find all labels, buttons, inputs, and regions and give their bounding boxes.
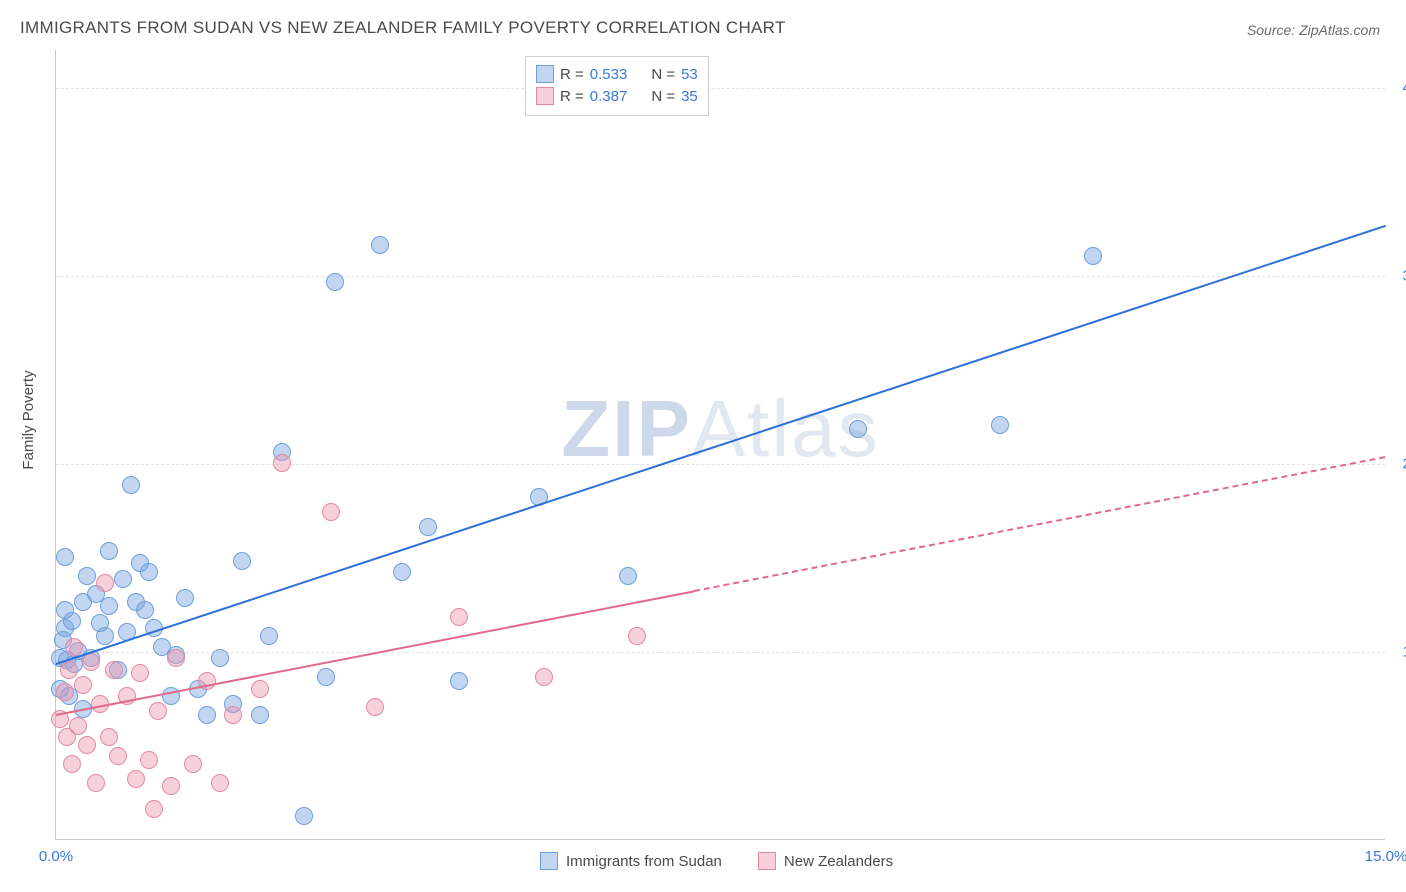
legend-r-label: R = xyxy=(560,88,584,105)
data-point xyxy=(628,627,646,645)
data-point xyxy=(56,683,74,701)
legend-swatch xyxy=(536,87,554,105)
data-point xyxy=(100,542,118,560)
y-tick-label: 30.0% xyxy=(1391,267,1406,284)
trend-line xyxy=(694,456,1386,592)
legend-n-label: N = xyxy=(651,88,675,105)
data-point xyxy=(1084,247,1102,265)
data-point xyxy=(619,567,637,585)
legend-n-label: N = xyxy=(651,66,675,83)
trend-line xyxy=(56,225,1387,665)
legend-swatch xyxy=(536,65,554,83)
legend-item-label: New Zealanders xyxy=(784,853,893,870)
data-point xyxy=(105,661,123,679)
data-point xyxy=(326,273,344,291)
series-legend: Immigrants from Sudan New Zealanders xyxy=(540,852,893,870)
data-point xyxy=(56,548,74,566)
data-point xyxy=(127,770,145,788)
data-point xyxy=(96,627,114,645)
data-point xyxy=(849,420,867,438)
data-point xyxy=(109,747,127,765)
data-point xyxy=(87,774,105,792)
legend-swatch xyxy=(758,852,776,870)
legend-r-value: 0.387 xyxy=(590,88,628,105)
data-point xyxy=(184,755,202,773)
data-point xyxy=(317,668,335,686)
data-point xyxy=(69,717,87,735)
data-point xyxy=(140,751,158,769)
legend-item-label: Immigrants from Sudan xyxy=(566,853,722,870)
data-point xyxy=(176,589,194,607)
data-point xyxy=(131,664,149,682)
data-point xyxy=(100,728,118,746)
data-point xyxy=(149,702,167,720)
y-tick-label: 20.0% xyxy=(1391,455,1406,472)
legend-n-value: 35 xyxy=(681,88,698,105)
legend-n-value: 53 xyxy=(681,66,698,83)
gridline xyxy=(56,464,1385,465)
data-point xyxy=(224,706,242,724)
data-point xyxy=(63,612,81,630)
data-point xyxy=(96,574,114,592)
data-point xyxy=(78,567,96,585)
x-tick-label: 0.0% xyxy=(39,848,73,865)
data-point xyxy=(60,661,78,679)
legend-r-value: 0.533 xyxy=(590,66,628,83)
data-point xyxy=(251,680,269,698)
chart-title: IMMIGRANTS FROM SUDAN VS NEW ZEALANDER F… xyxy=(20,18,786,38)
data-point xyxy=(366,698,384,716)
legend-swatch xyxy=(540,852,558,870)
data-point xyxy=(162,777,180,795)
legend-item: New Zealanders xyxy=(758,852,893,870)
data-point xyxy=(260,627,278,645)
gridline xyxy=(56,88,1385,89)
data-point xyxy=(100,597,118,615)
data-point xyxy=(419,518,437,536)
x-tick-label: 15.0% xyxy=(1365,848,1406,865)
data-point xyxy=(136,601,154,619)
legend-r-label: R = xyxy=(560,66,584,83)
data-point xyxy=(211,774,229,792)
data-point xyxy=(198,706,216,724)
y-axis-label: Family Poverty xyxy=(20,370,37,469)
data-point xyxy=(211,649,229,667)
data-point xyxy=(393,563,411,581)
legend-row: R = 0.387 N = 35 xyxy=(536,85,698,107)
source-label: Source: ZipAtlas.com xyxy=(1247,22,1380,38)
data-point xyxy=(63,755,81,773)
legend-item: Immigrants from Sudan xyxy=(540,852,722,870)
gridline xyxy=(56,652,1385,653)
data-point xyxy=(65,638,83,656)
chart-plot-area: ZIPAtlas 10.0%20.0%30.0%40.0%0.0%15.0% xyxy=(55,50,1385,840)
gridline xyxy=(56,276,1385,277)
data-point xyxy=(167,649,185,667)
data-point xyxy=(114,570,132,588)
data-point xyxy=(322,503,340,521)
data-point xyxy=(371,236,389,254)
data-point xyxy=(450,608,468,626)
data-point xyxy=(140,563,158,581)
data-point xyxy=(233,552,251,570)
data-point xyxy=(82,653,100,671)
data-point xyxy=(295,807,313,825)
data-point xyxy=(78,736,96,754)
data-point xyxy=(273,454,291,472)
legend-row: R = 0.533 N = 53 xyxy=(536,63,698,85)
y-tick-label: 40.0% xyxy=(1391,79,1406,96)
data-point xyxy=(122,476,140,494)
data-point xyxy=(145,800,163,818)
data-point xyxy=(991,416,1009,434)
correlation-legend: R = 0.533 N = 53 R = 0.387 N = 35 xyxy=(525,56,709,116)
watermark: ZIPAtlas xyxy=(561,383,879,475)
data-point xyxy=(74,676,92,694)
y-tick-label: 10.0% xyxy=(1391,643,1406,660)
data-point xyxy=(535,668,553,686)
data-point xyxy=(251,706,269,724)
data-point xyxy=(450,672,468,690)
